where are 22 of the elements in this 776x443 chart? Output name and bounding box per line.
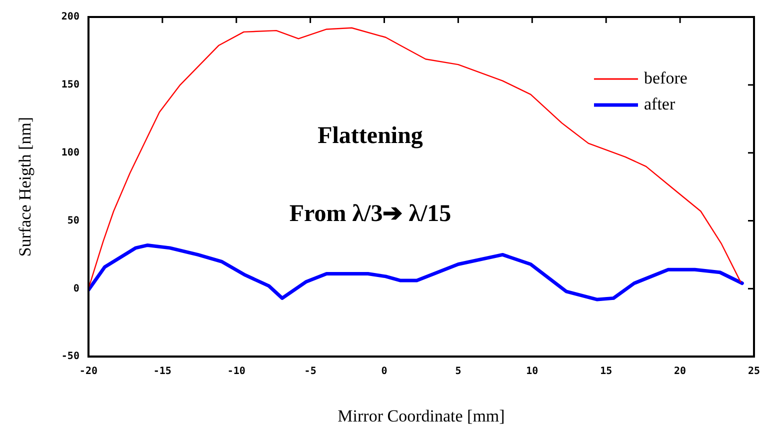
y-tick-label: -50 xyxy=(61,351,80,362)
y-tick-label: 50 xyxy=(67,215,80,226)
y-axis-title: Surface Heigth [nm] xyxy=(16,116,35,257)
y-tick-label: 150 xyxy=(61,80,80,91)
x-axis-title: Mirror Coordinate [mm] xyxy=(338,406,505,426)
x-tick-label: 25 xyxy=(748,366,760,378)
x-tick-label: -5 xyxy=(304,366,316,378)
y-tick-label: 200 xyxy=(61,12,80,23)
x-tick-label: -15 xyxy=(153,366,172,378)
legend-label: before xyxy=(644,68,688,88)
legend-label: after xyxy=(644,94,676,114)
x-tick-label: 10 xyxy=(526,366,538,378)
y-tick-label: 0 xyxy=(73,283,80,294)
x-tick-label: 15 xyxy=(600,366,612,378)
x-tick-label: -10 xyxy=(227,366,246,378)
annotation: From λ/3➔ λ/15 xyxy=(289,201,452,228)
y-tick-label: 100 xyxy=(61,147,80,158)
x-tick-label: 20 xyxy=(674,366,686,378)
x-tick-label: 5 xyxy=(455,366,462,378)
x-tick-label: -20 xyxy=(79,366,98,378)
annotation: Flattening xyxy=(318,123,423,150)
x-tick-label: 0 xyxy=(381,366,388,378)
